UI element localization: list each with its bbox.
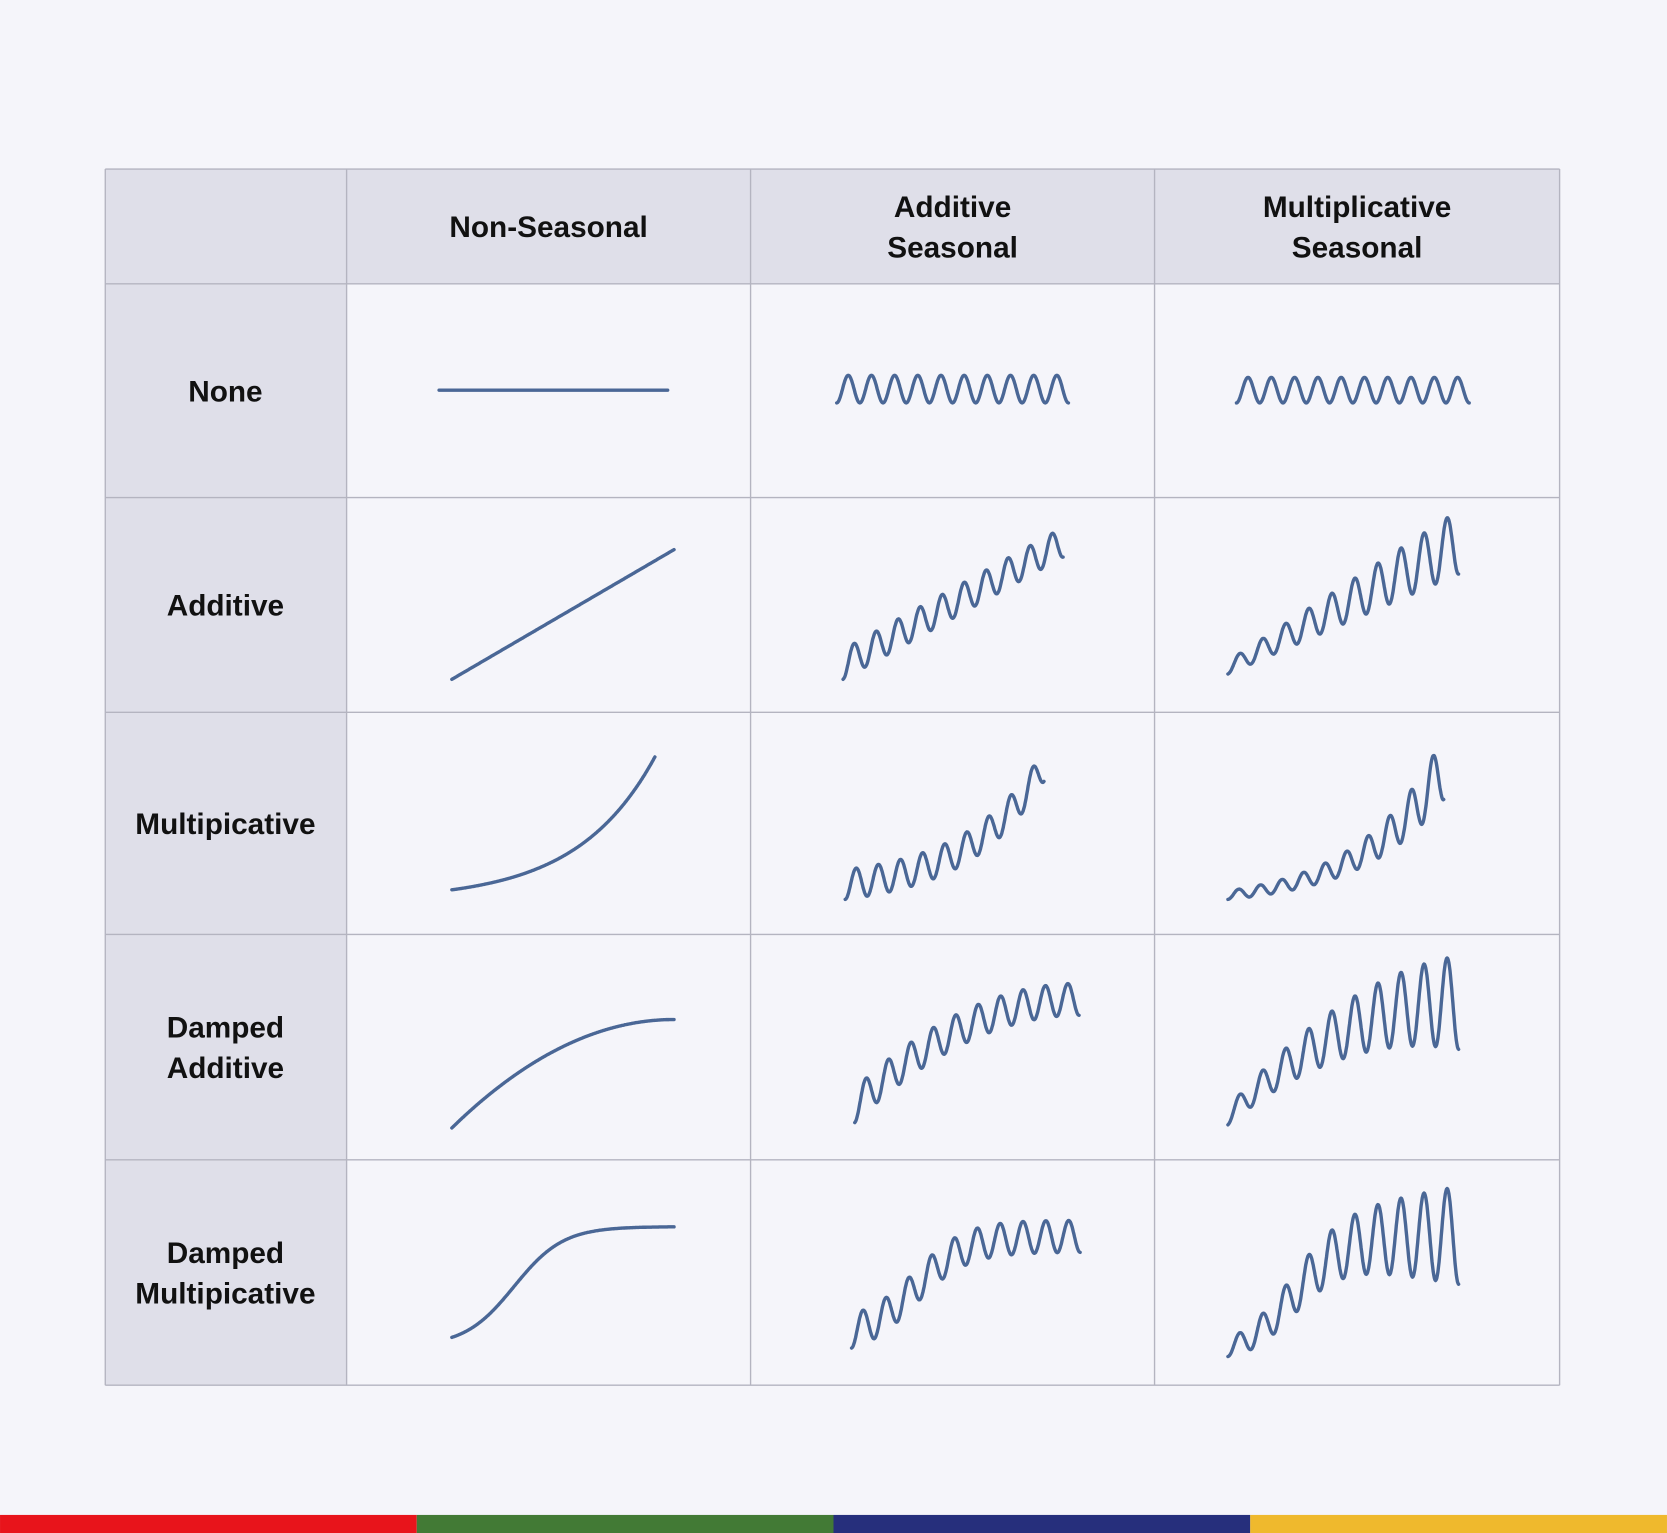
column-header-multiplicative-seasonal: Multiplicative [1263,191,1451,224]
footer-stripe [416,1514,834,1533]
curve-additive-trend-non-seasonal [450,547,676,682]
curve-multiplicative-trend-additive-seasonal [843,764,1046,902]
row-header-damped-multiplicative: Damped [167,1237,284,1270]
curve-damped-multiplicative-trend-non-seasonal [450,1225,676,1340]
header-column-bg [105,283,347,1386]
row-header-damped-multiplicative: Multipicative [135,1277,315,1310]
curve-additive-trend-multiplicative-seasonal [1226,516,1461,676]
footer-stripe [0,1514,417,1533]
header-row-bg [105,169,1560,284]
column-header-additive-seasonal: Additive [894,191,1011,224]
row-header-multiplicative: Multipicative [135,808,315,841]
curve-damped-additive-trend-non-seasonal [450,1017,676,1130]
row-header-none: None [188,375,262,408]
curve-damped-additive-trend-multiplicative-seasonal [1226,956,1461,1127]
column-header-non-seasonal: Non-Seasonal [449,211,647,244]
curve-none-trend-multiplicative-seasonal [1234,375,1471,405]
footer-stripe [833,1514,1251,1533]
curve-multiplicative-trend-multiplicative-seasonal [1226,753,1446,902]
footer-stripe [1250,1514,1667,1533]
curve-damped-multiplicative-trend-multiplicative-seasonal [1226,1186,1461,1359]
row-header-damped-additive: Additive [167,1052,284,1085]
curve-damped-additive-trend-additive-seasonal [853,981,1081,1125]
curve-additive-trend-additive-seasonal [841,531,1065,682]
row-header-damped-additive: Damped [167,1012,284,1045]
footer-color-stripe [0,1514,1667,1533]
column-header-multiplicative-seasonal: Seasonal [1292,231,1423,264]
column-header-additive-seasonal: Seasonal [887,231,1018,264]
curve-none-trend-additive-seasonal [834,373,1071,405]
curve-damped-multiplicative-trend-additive-seasonal [849,1218,1082,1350]
curve-multiplicative-trend-non-seasonal [450,755,657,892]
row-header-additive: Additive [167,590,284,623]
